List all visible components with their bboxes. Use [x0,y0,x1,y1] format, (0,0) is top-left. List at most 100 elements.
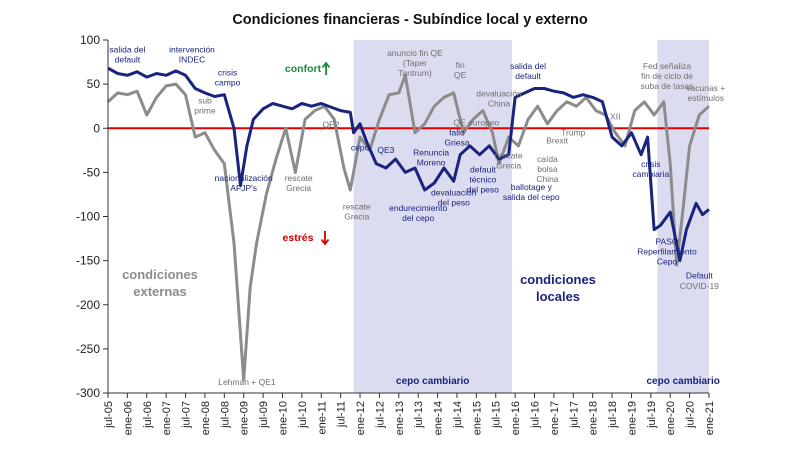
annotation-line: bolsa [537,164,558,174]
annotation-line: Reperfilamiento [637,247,697,257]
series-line-locales [107,66,710,263]
annotation-line: QE europeo [453,118,499,128]
y-tick-label: 50 [87,77,101,91]
y-axis: 100 50 0 -50 -100 -150 -200 -250 -300 [76,33,108,400]
annotation-line: salida del cepo [503,192,560,202]
annotation: salida del default [109,44,145,64]
annotation-line: anuncio fin QE [387,48,443,58]
annotation: salida del default [510,61,546,81]
y-tick-label: -150 [76,254,100,268]
annotation: QE2 [322,119,339,129]
x-tick-label: ene-15 [471,401,483,435]
x-tick-label: ene-16 [510,401,522,435]
x-tick-label: jul-10 [297,401,309,429]
y-tick-label: -100 [76,210,100,224]
annotation-line: Tantrum) [398,68,432,78]
x-tick-label: ene-09 [239,401,251,435]
annotation: COVID-19 [680,281,719,291]
annotation-line: ballotage y [511,182,553,192]
annotation: fin QE [454,60,467,80]
annotation: Renuncia Moreno [413,148,449,168]
annotation: devaluación China [476,88,522,108]
annotation: QE europeo [453,118,499,128]
y-tick-label: -50 [83,165,101,179]
annotation-line: China [536,174,558,184]
series-line-externas [106,73,711,382]
x-tick-label: jul-06 [142,401,154,429]
estres-arrow-down-icon [320,231,330,246]
x-tick-label: ene-19 [626,401,638,435]
annotation-line: devaluación [476,88,522,98]
annotation-line: nacionalización [215,173,273,183]
annotation-line: técnico [469,174,496,184]
x-tick-label: jul-18 [607,401,619,429]
label-condiciones-locales: condiciones locales [520,272,596,304]
annotation: Brexit [546,135,568,145]
annotation-line: Default [686,270,714,280]
annotation-line: fin [456,60,465,70]
annotation-line: rescate [285,173,313,183]
annotation: QE3 [377,145,394,155]
annotation-line: sub [198,96,212,106]
annotation-line: China [488,98,510,108]
label-condiciones-externas: condiciones externas [122,267,198,299]
confort-label: confort [285,63,322,75]
annotation-line: fallo [449,127,465,137]
annotation: crisis campo [215,67,241,87]
annotation: devaluación del peso [431,187,477,207]
annotation-line: Griesa [444,137,469,147]
x-tick-label: jul-19 [646,401,658,429]
x-tick-label: ene-13 [394,401,406,435]
annotation-line: crisis [218,67,237,77]
annotation-line: rescate [495,150,523,160]
annotation-line: PASO [655,237,678,247]
y-tick-label: -250 [76,342,100,356]
annotation-line: rescate [343,201,371,211]
confort-arrow-up-icon [321,61,331,75]
annotation-line: COVID-19 [680,281,719,291]
annotation-line: prime [194,106,216,116]
annotation-line: vacunas + [686,83,725,93]
x-tick-label: jul-07 [181,401,193,429]
label-condiciones-locales-line: condiciones [520,272,596,287]
annotation: rescate Grecia [285,173,313,193]
x-tick-label: ene-20 [665,401,677,435]
x-tick-label: ene-06 [122,401,134,435]
annotation-line: Fed señaliza [643,61,691,71]
x-tick-label: ene-10 [277,401,289,435]
annotation: default técnico del peso [467,164,499,194]
x-tick-label: jul-15 [491,401,503,429]
annotation-line: Lehman + QE1 [218,377,276,387]
y-tick-label: -200 [76,298,100,312]
annotation: caída bolsa China [536,154,558,184]
annotation: endurecimiento del cepo [389,203,447,223]
annotation-line: fin de ciclo de [641,71,693,81]
chart-title: Condiciones financieras - Subíndice loca… [232,12,587,28]
annotation-line: caída [537,154,558,164]
annotation: intervención INDEC [169,44,215,64]
annotation-line: Moreno [417,158,446,168]
annotation-line: cepo [351,142,370,152]
annotation-line: Renuncia [413,148,449,158]
annotation: PASO Reperfilamiento Cepo [637,237,697,267]
annotation-line: QE3 [377,145,394,155]
annotation: XII [610,111,620,121]
shaded-periods: cepo cambiario cepo cambiario [353,40,720,393]
annotation-line: del cepo [402,213,434,223]
cepo-shade-0 [353,40,512,393]
x-tick-label: ene-17 [549,401,561,435]
annotation-line: cambiaria [632,169,669,179]
annotation-line: salida del [510,61,546,71]
x-tick-label: ene-11 [316,401,328,434]
x-tick-label: jul-13 [413,401,425,429]
annotation-line: crisis [641,159,660,169]
annotation-line: Brexit [546,135,568,145]
annotation-line: default [470,164,496,174]
annotation: sub prime [194,96,216,116]
annotation-line: QE [454,70,467,80]
x-tick-label: jul-16 [530,401,542,429]
annotation-line: salida del [109,44,145,54]
